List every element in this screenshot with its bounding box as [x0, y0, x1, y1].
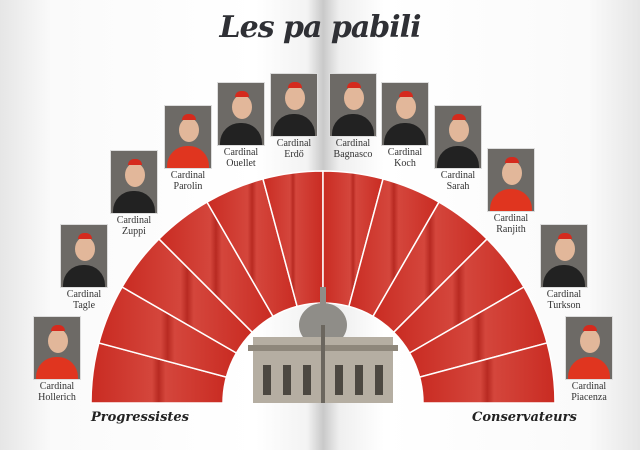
cardinal-card: Cardinal Parolin: [164, 105, 212, 192]
cardinal-card: Cardinal Sarah: [434, 105, 482, 192]
cardinal-name: Cardinal Tagle: [66, 289, 102, 311]
conservateurs-label: Conservateurs: [472, 410, 577, 425]
cardinal-name: Cardinal Koch: [387, 147, 423, 169]
cardinal-card: Cardinal Erdő: [270, 73, 318, 160]
cardinal-card: Cardinal Tagle: [60, 224, 108, 311]
cardinal-name: Cardinal Ranjith: [493, 213, 529, 235]
cardinal-photo: [381, 82, 429, 146]
cardinal-card: Cardinal Piacenza: [565, 316, 613, 403]
cardinal-name: Cardinal Turkson: [546, 289, 582, 311]
cardinal-photo: [33, 316, 81, 380]
cardinal-photo: [540, 224, 588, 288]
cardinal-card: Cardinal Koch: [381, 82, 429, 169]
cardinal-name: Cardinal Ouellet: [223, 147, 259, 169]
st-peters-basilica-image: [248, 287, 398, 403]
cardinal-photo: [60, 224, 108, 288]
cardinal-name: Cardinal Parolin: [170, 170, 206, 192]
cardinal-photo: [110, 150, 158, 214]
cardinal-photo: [329, 73, 377, 137]
cardinal-name: Cardinal Erdő: [276, 138, 312, 160]
cardinal-name: Cardinal Bagnasco: [333, 138, 373, 160]
segment-12: [418, 342, 556, 404]
cardinal-card: Cardinal Bagnasco: [329, 73, 377, 160]
cardinal-name: Cardinal Hollerich: [38, 381, 76, 403]
cardinal-card: Cardinal Turkson: [540, 224, 588, 311]
cardinal-card: Cardinal Zuppi: [110, 150, 158, 237]
cardinal-name: Cardinal Zuppi: [116, 215, 152, 237]
cardinal-photo: [487, 148, 535, 212]
progressistes-label: Progressistes: [91, 410, 189, 425]
cardinal-photo: [164, 105, 212, 169]
cardinal-card: Cardinal Ranjith: [487, 148, 535, 235]
cardinal-name: Cardinal Sarah: [440, 170, 476, 192]
cardinal-card: Cardinal Ouellet: [217, 82, 265, 169]
cardinal-photo: [217, 82, 265, 146]
cardinal-photo: [565, 316, 613, 380]
page-title: Les pa pabili: [219, 10, 422, 45]
cardinal-photo: [434, 105, 482, 169]
cardinal-photo: [270, 73, 318, 137]
cardinal-name: Cardinal Piacenza: [571, 381, 607, 403]
cardinal-card: Cardinal Hollerich: [33, 316, 81, 403]
